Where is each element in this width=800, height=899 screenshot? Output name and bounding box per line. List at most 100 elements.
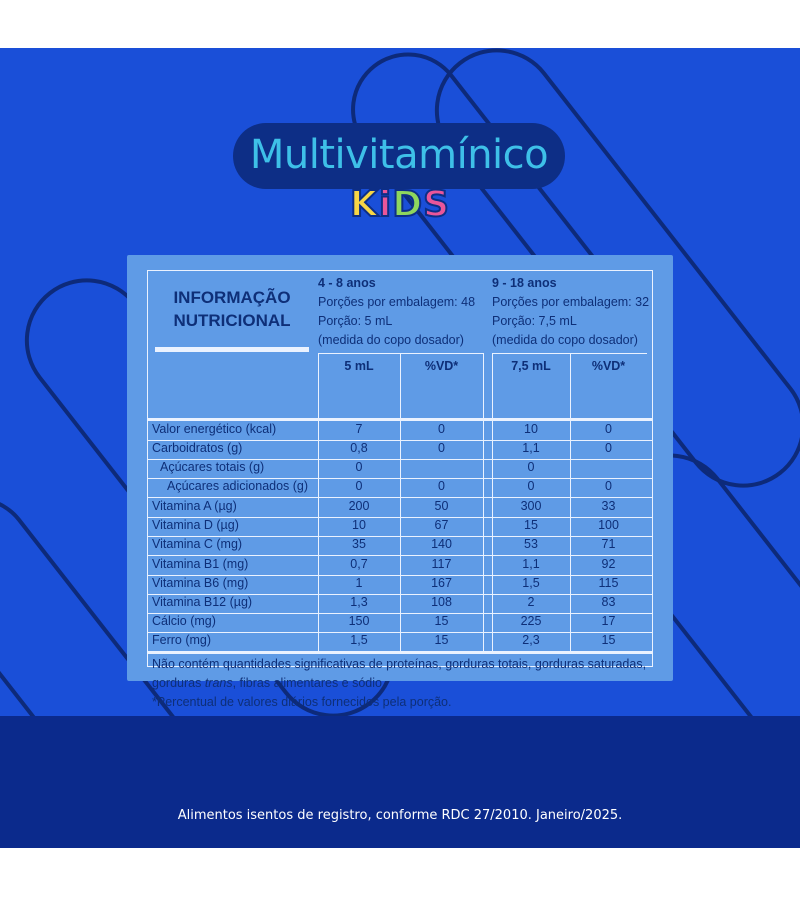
row-a2: 108: [431, 595, 452, 609]
row-b2: 33: [601, 499, 616, 513]
row-a1: 1,3: [350, 595, 368, 609]
row-a1: 35: [352, 537, 366, 551]
row-a1: 10: [352, 518, 366, 532]
row-label: Vitamina C (mg): [152, 537, 243, 551]
table-bottom-rule: [147, 651, 653, 654]
footnote-line1: Não contém quantidades significativas de…: [152, 657, 647, 671]
group-b-col1-header: 7,5 mL: [511, 359, 551, 373]
footer-band: [0, 716, 800, 848]
footnote-line2: gorduras trans, fibras alimentares e sód…: [152, 676, 385, 690]
row-b1: 300: [520, 499, 542, 513]
row-separator: [147, 536, 653, 537]
kids-logo: KiDS: [330, 183, 470, 226]
row-a1: 7: [355, 422, 363, 436]
row-a2: 0: [438, 422, 445, 436]
row-b1: 225: [520, 614, 542, 628]
row-b2: 115: [598, 576, 619, 590]
row-a2: 15: [434, 614, 449, 628]
row-b1: 10: [524, 422, 538, 436]
group-a-age: 4 - 8 anos: [318, 276, 376, 290]
row-a2: 0: [438, 479, 445, 493]
group-a-measure: (medida do copo dosador): [318, 333, 464, 347]
group-b-age: 9 - 18 anos: [492, 276, 557, 290]
row-a1: 0: [355, 479, 363, 493]
table-heading-line1: INFORMAÇÃO: [173, 288, 291, 307]
group-a-portion: Porção: 5 mL: [318, 314, 393, 328]
table-heading-line2: NUTRICIONAL: [173, 311, 291, 330]
row-a1: 0,7: [350, 557, 368, 571]
row-label: Ferro (mg): [152, 633, 212, 647]
nutrition-table-frame: [147, 270, 653, 667]
row-a2: 67: [434, 518, 449, 532]
footnote-line2-post: , fibras alimentares e sódio.: [232, 676, 386, 690]
kids-letter: D: [391, 183, 424, 226]
row-b2: 0: [605, 422, 612, 436]
row-label: Açúcares adicionados (g): [167, 479, 309, 493]
row-label: Valor energético (kcal): [152, 422, 277, 436]
product-panel: Alimentos isentos de registro, conforme …: [0, 48, 800, 848]
row-separator: [147, 632, 653, 633]
row-b1: 0: [527, 460, 535, 474]
kids-letter: i: [378, 183, 393, 226]
group-a-col2-header: %VD*: [424, 359, 459, 373]
row-b1: 0: [527, 479, 535, 493]
row-b1: 2: [527, 595, 535, 609]
row-a1: 150: [348, 614, 370, 628]
group-a-portions: Porções por embalagem: 48: [318, 295, 476, 309]
row-separator: [147, 459, 653, 460]
row-b2: 71: [601, 537, 616, 551]
row-b1: 2,3: [522, 633, 540, 647]
brand-title: Multivitamínico: [249, 132, 549, 178]
row-label: Cálcio (mg): [152, 614, 216, 628]
row-a2: 117: [431, 557, 452, 571]
footnote-line3: *Percentual de valores diários fornecido…: [152, 695, 452, 709]
row-b1: 1,1: [522, 557, 540, 571]
row-b1: 15: [524, 518, 538, 532]
row-separator: [147, 517, 653, 518]
row-separator: [147, 594, 653, 595]
row-a2: 0: [438, 441, 445, 455]
kids-letter: S: [422, 183, 451, 226]
row-separator: [147, 497, 653, 498]
group-a-col1-header: 5 mL: [344, 359, 374, 373]
group-b-portion: Porção: 7,5 mL: [492, 314, 577, 328]
row-b1: 1,1: [522, 441, 540, 455]
kids-letter: K: [349, 183, 379, 226]
row-b2: 83: [601, 595, 616, 609]
row-label: Vitamina B6 (mg): [152, 576, 249, 590]
row-separator: [147, 575, 653, 576]
col-divider: [570, 353, 571, 652]
row-a2: 15: [434, 633, 449, 647]
footnote-line2-italic: trans: [204, 676, 233, 690]
row-a1: 1: [355, 576, 363, 590]
row-b1: 1,5: [522, 576, 540, 590]
row-separator: [147, 478, 653, 479]
row-a1: 1,5: [350, 633, 368, 647]
row-a1: 200: [348, 499, 370, 513]
row-label: Vitamina B12 (µg): [152, 595, 253, 609]
group-b-col2-header: %VD*: [591, 359, 626, 373]
row-label: Açúcares totais (g): [160, 460, 265, 474]
row-b2: 100: [598, 518, 619, 532]
row-label: Vitamina D (µg): [152, 518, 239, 532]
col-divider: [318, 353, 319, 652]
col-divider: [400, 353, 401, 652]
row-a2: 167: [431, 576, 452, 590]
row-b2: 17: [601, 614, 616, 628]
row-separator: [147, 555, 653, 556]
footnote-line2-pre: gorduras: [152, 676, 205, 690]
row-label: Vitamina A (µg): [152, 499, 237, 513]
row-separator: [147, 440, 653, 441]
header-bottom-rule: [147, 418, 653, 421]
footer-disclaimer: Alimentos isentos de registro, conforme …: [177, 808, 623, 823]
row-label: Vitamina B1 (mg): [152, 557, 249, 571]
row-a2: 50: [434, 499, 449, 513]
row-b2: 92: [601, 557, 616, 571]
row-a1: 0,8: [350, 441, 368, 455]
col-divider: [483, 353, 484, 652]
group-b-top-line: [492, 353, 647, 354]
row-b2: 15: [601, 633, 616, 647]
row-a1: 0: [355, 460, 363, 474]
group-b-measure: (medida do copo dosador): [492, 333, 638, 347]
row-b1: 53: [524, 537, 538, 551]
